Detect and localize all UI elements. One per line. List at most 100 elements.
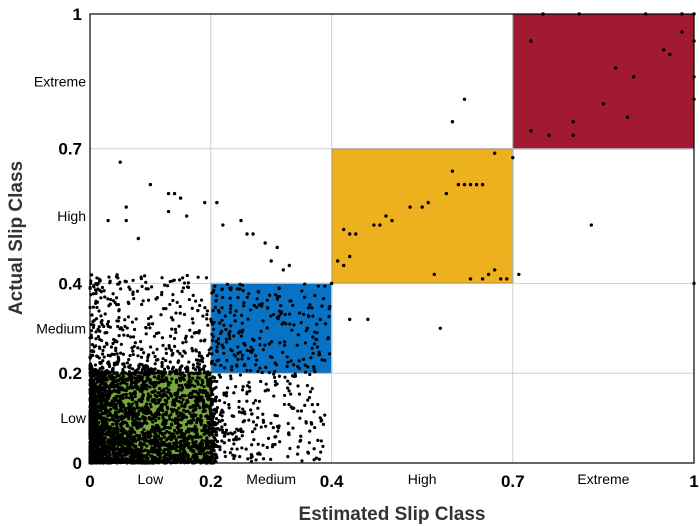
data-point xyxy=(222,441,226,445)
data-point xyxy=(153,397,157,401)
data-point xyxy=(93,386,97,390)
data-point xyxy=(148,378,152,382)
data-point xyxy=(178,304,182,309)
data-point xyxy=(155,347,159,351)
data-point xyxy=(103,459,107,463)
data-point xyxy=(182,281,187,285)
data-point xyxy=(142,364,146,369)
data-point xyxy=(162,435,167,439)
data-point xyxy=(127,417,131,421)
data-point xyxy=(131,423,135,427)
data-point xyxy=(103,420,107,424)
data-point xyxy=(143,432,147,436)
data-point xyxy=(232,313,237,318)
data-point xyxy=(210,419,214,423)
data-point xyxy=(261,457,266,461)
data-point xyxy=(142,415,146,419)
data-point xyxy=(273,379,277,384)
data-point xyxy=(225,282,230,286)
data-point xyxy=(104,424,108,428)
data-point xyxy=(119,351,123,355)
data-point xyxy=(177,278,182,282)
data-point xyxy=(323,322,328,326)
data-point xyxy=(117,315,121,320)
x-class-labels: Low Medium High Extreme xyxy=(138,471,630,487)
data-point xyxy=(241,385,245,389)
data-point xyxy=(259,329,263,333)
data-point xyxy=(223,433,227,437)
data-point xyxy=(258,336,262,340)
data-point xyxy=(92,396,96,400)
data-point xyxy=(226,432,230,436)
data-point xyxy=(252,438,256,442)
data-point xyxy=(290,374,295,378)
data-point xyxy=(108,453,112,457)
data-point xyxy=(179,439,183,444)
data-point xyxy=(183,336,188,340)
data-point xyxy=(119,287,123,291)
data-point xyxy=(201,389,205,393)
data-point xyxy=(210,391,214,395)
data-point xyxy=(245,390,249,394)
data-point xyxy=(143,384,147,388)
data-point xyxy=(112,449,116,454)
data-point xyxy=(247,380,251,384)
data-point xyxy=(104,452,108,457)
data-point xyxy=(126,315,131,319)
data-point xyxy=(165,456,169,460)
data-point xyxy=(234,309,238,313)
data-point xyxy=(180,383,184,388)
data-point xyxy=(283,312,287,317)
data-point xyxy=(153,362,157,366)
data-point xyxy=(196,391,200,395)
data-point xyxy=(177,383,181,388)
data-point xyxy=(196,376,200,380)
data-point xyxy=(228,451,232,455)
data-point xyxy=(288,446,292,451)
data-point xyxy=(101,359,105,363)
data-point xyxy=(270,340,274,344)
data-point xyxy=(214,417,219,421)
data-point xyxy=(223,401,227,405)
x-class-label: Low xyxy=(138,471,165,487)
data-point xyxy=(214,433,218,437)
data-point xyxy=(289,299,293,303)
data-point xyxy=(114,339,118,343)
data-point xyxy=(102,355,106,359)
data-point xyxy=(492,268,497,272)
data-point xyxy=(130,427,134,431)
y-tick-label: 0.4 xyxy=(58,274,82,293)
data-point xyxy=(259,379,263,384)
data-point xyxy=(210,440,215,444)
data-point xyxy=(206,323,210,327)
data-point xyxy=(306,314,311,318)
data-point xyxy=(136,354,140,358)
data-point xyxy=(167,414,171,418)
data-point xyxy=(176,390,180,394)
data-point xyxy=(205,312,209,317)
data-point xyxy=(168,426,172,430)
data-point xyxy=(142,428,146,432)
data-point xyxy=(119,432,123,436)
data-point xyxy=(166,191,171,196)
data-point xyxy=(150,285,154,289)
data-point xyxy=(223,454,228,459)
data-point xyxy=(240,330,244,334)
data-point xyxy=(97,325,101,329)
data-point xyxy=(141,299,145,303)
data-point xyxy=(314,337,318,342)
data-point xyxy=(314,456,319,460)
data-point xyxy=(169,393,173,397)
data-point xyxy=(178,352,182,356)
data-point xyxy=(146,287,150,291)
data-point xyxy=(184,415,189,419)
data-point xyxy=(312,367,316,371)
x-tick-label: 0.7 xyxy=(501,472,525,491)
data-point xyxy=(348,254,352,259)
data-point xyxy=(181,393,185,398)
data-point xyxy=(99,453,103,457)
data-point xyxy=(192,418,196,422)
data-point xyxy=(164,347,168,351)
data-point xyxy=(492,151,497,155)
data-point xyxy=(286,379,290,383)
